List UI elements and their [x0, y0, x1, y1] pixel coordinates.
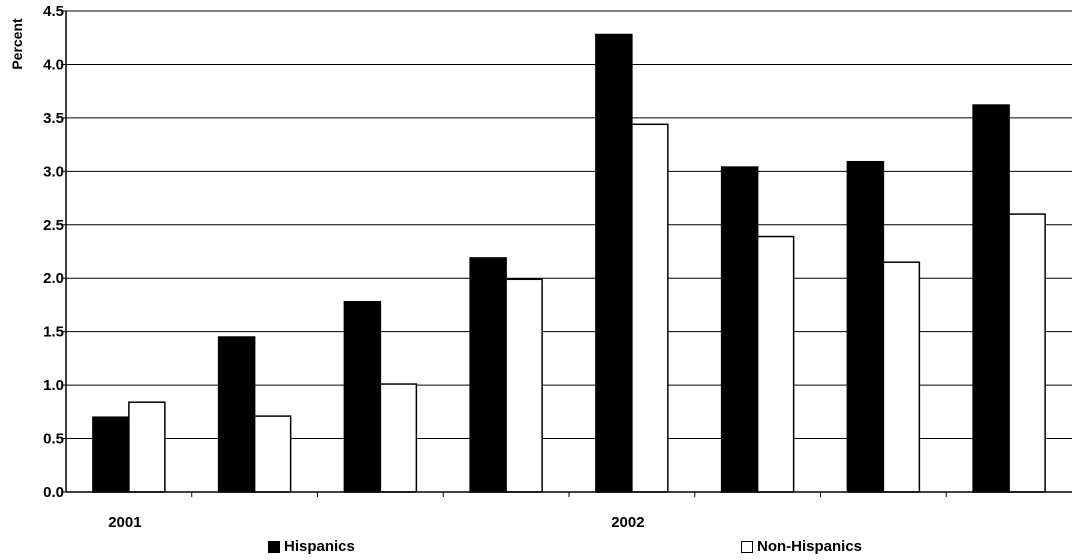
bar-hispanics	[469, 257, 507, 493]
y-tick-label: 4.5	[43, 3, 64, 20]
bar-non-hispanics	[756, 235, 795, 493]
x-tick-label: 2001	[108, 514, 141, 531]
bar-hispanics	[595, 33, 633, 493]
bar-non-hispanics	[631, 123, 669, 493]
y-tick-label: 0.0	[43, 484, 64, 501]
bar-hispanics	[846, 160, 885, 493]
y-tick-label: 2.5	[43, 217, 64, 234]
bar-hispanics	[92, 416, 130, 493]
y-tick-label: 4.0	[43, 56, 64, 73]
bar-non-hispanics	[128, 401, 166, 493]
bar-hispanics	[217, 336, 256, 493]
bar-hispanics	[720, 166, 759, 493]
x-tick-label: 2002	[611, 514, 644, 531]
legend-item-non-hispanics: Non-Hispanics	[741, 538, 862, 555]
bar-non-hispanics	[253, 415, 292, 493]
bar-hispanics	[972, 104, 1010, 493]
y-axis-title: Percent	[9, 18, 25, 70]
gridlines	[66, 10, 1072, 440]
legend-label-hispanics: Hispanics	[284, 538, 355, 555]
legend-label-non-hispanics: Non-Hispanics	[757, 538, 863, 555]
bar-non-hispanics	[882, 261, 921, 493]
bar-non-hispanics	[1008, 213, 1046, 493]
bar-non-hispanics	[379, 383, 418, 493]
legend-swatch-hispanics	[268, 540, 280, 553]
legend-swatch-non-hispanics	[741, 540, 753, 553]
axes: 0.0 0.5 1.0 1.5 2.0 2.5 3.0 3.5 4.0 4.5 2001 2002	[43, 3, 1072, 531]
y-tick-label: 3.0	[43, 163, 64, 180]
legend-item-hispanics: Hispanics	[268, 538, 355, 555]
y-tick-label: 1.5	[43, 324, 64, 341]
y-tick-label: 1.0	[43, 377, 64, 394]
y-tick-label: 2.0	[43, 270, 64, 287]
bar-hispanics	[343, 300, 382, 493]
y-tick-label: 3.5	[43, 110, 64, 127]
bars	[92, 33, 1046, 493]
bar-non-hispanics	[505, 278, 543, 493]
y-tick-label: 0.5	[43, 431, 64, 448]
